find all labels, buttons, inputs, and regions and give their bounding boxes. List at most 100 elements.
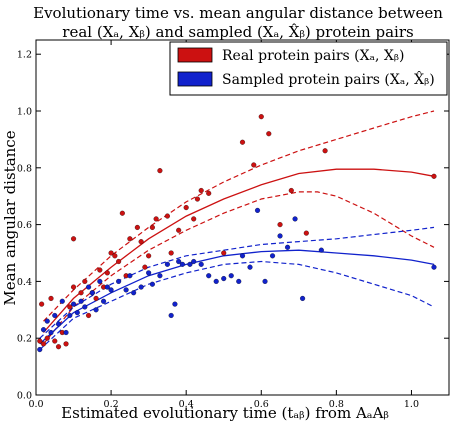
sampled-band-lower	[39, 260, 435, 351]
sampled-point	[55, 321, 62, 327]
sampled-point	[123, 287, 129, 293]
real-point	[164, 213, 170, 219]
real-point	[266, 131, 272, 137]
real-point	[86, 312, 92, 319]
real-point	[48, 295, 54, 301]
sampled-point	[300, 295, 306, 301]
real-point	[40, 341, 47, 347]
chart-title-line-2: real (Xₐ, Xᵦ) and sampled (Xₐ, X̂ᵦ) prot…	[62, 23, 413, 41]
legend: Real protein pairs (Xₐ, Xᵦ) Sampled prot…	[169, 41, 448, 96]
sampled-point	[82, 304, 88, 310]
real-point	[44, 335, 50, 341]
sampled-point	[146, 270, 152, 276]
sampled-point	[431, 264, 437, 270]
sampled-point	[221, 276, 227, 282]
sampled-point	[48, 329, 54, 336]
sampled-point	[93, 307, 99, 313]
chart-title-line-1: Evolutionary time vs. mean angular dista…	[33, 4, 443, 22]
sampled-point	[131, 290, 137, 296]
sampled-point	[269, 253, 276, 259]
real-point	[67, 304, 73, 310]
real-point	[97, 267, 103, 273]
y-tick-label: 0.2	[17, 334, 32, 345]
sampled-fit-line	[39, 249, 435, 345]
real-point	[153, 216, 159, 222]
real-point	[119, 210, 125, 216]
real-point	[142, 264, 148, 270]
sampled-point	[116, 278, 122, 284]
real-point	[39, 301, 45, 307]
y-tick-label: 0.4	[17, 277, 32, 288]
real-point	[93, 295, 99, 301]
sampled-point	[187, 261, 193, 267]
real-band-lower	[43, 191, 435, 345]
sampled-point	[70, 301, 77, 307]
real-point	[176, 227, 182, 233]
sampled-point	[277, 233, 283, 239]
real-point	[277, 222, 283, 228]
real-point	[258, 114, 264, 120]
fit-curves	[39, 110, 435, 351]
sampled-point	[149, 281, 155, 287]
real-point	[82, 278, 88, 284]
sampled-point	[101, 298, 107, 304]
sampled-point	[236, 278, 242, 284]
sampled-point	[176, 258, 182, 265]
y-tick-label: 1.0	[17, 107, 32, 118]
y-tick-label: 0.0	[17, 391, 32, 402]
sampled-point	[78, 298, 84, 304]
sampled-point	[67, 312, 73, 319]
real-band-upper	[43, 110, 435, 322]
sampled-point	[247, 264, 253, 270]
real-point	[104, 270, 110, 276]
real-point	[168, 250, 174, 256]
real-point	[251, 162, 257, 168]
sampled-point	[254, 207, 261, 213]
sampled-point	[292, 216, 298, 222]
legend-label-real: Real protein pairs (Xₐ, Xᵦ)	[222, 48, 404, 64]
y-tick-label: 0.8	[17, 163, 32, 174]
y-axis: 0.0 0.2 0.4 0.6 0.8 1.0 1.2	[17, 50, 449, 402]
real-point	[288, 187, 294, 194]
sampled-point	[104, 284, 110, 290]
legend-swatch-sampled	[177, 71, 213, 87]
y-axis-label: Mean angular distance	[1, 130, 19, 305]
real-point	[183, 205, 189, 211]
legend-label-sampled: Sampled protein pairs (Xₐ, X̂ᵦ)	[222, 70, 435, 88]
x-tick-label: 0.6	[254, 399, 269, 410]
y-tick-label: 1.2	[17, 50, 32, 61]
sampled-point	[37, 347, 43, 353]
scatter-points	[37, 114, 437, 353]
real-point	[37, 338, 43, 344]
real-point	[127, 236, 133, 242]
sampled-point	[74, 310, 80, 316]
sampled-point	[44, 318, 50, 324]
x-tick-label: 0.2	[104, 399, 119, 410]
sampled-point	[172, 301, 178, 307]
real-point	[221, 250, 227, 256]
real-point	[322, 148, 328, 154]
real-point	[134, 224, 140, 230]
x-tick-label: 0.8	[329, 399, 344, 410]
sampled-point	[157, 273, 163, 279]
real-point	[191, 216, 197, 222]
real-point	[149, 224, 155, 230]
sampled-point	[108, 287, 114, 293]
sampled-point	[239, 253, 246, 259]
sampled-point	[179, 261, 185, 267]
sampled-point	[138, 284, 144, 290]
sampled-point	[285, 244, 291, 250]
x-tick-label: 0.0	[28, 399, 43, 410]
real-point	[157, 168, 163, 174]
real-point	[431, 173, 437, 179]
real-point	[303, 230, 309, 236]
sampled-point	[89, 290, 95, 296]
sampled-point	[198, 261, 204, 267]
sampled-point	[191, 258, 197, 265]
real-point	[146, 253, 152, 259]
sampled-point	[168, 312, 174, 319]
sampled-point	[52, 312, 58, 319]
sampled-point	[86, 284, 92, 290]
real-point	[70, 236, 77, 242]
